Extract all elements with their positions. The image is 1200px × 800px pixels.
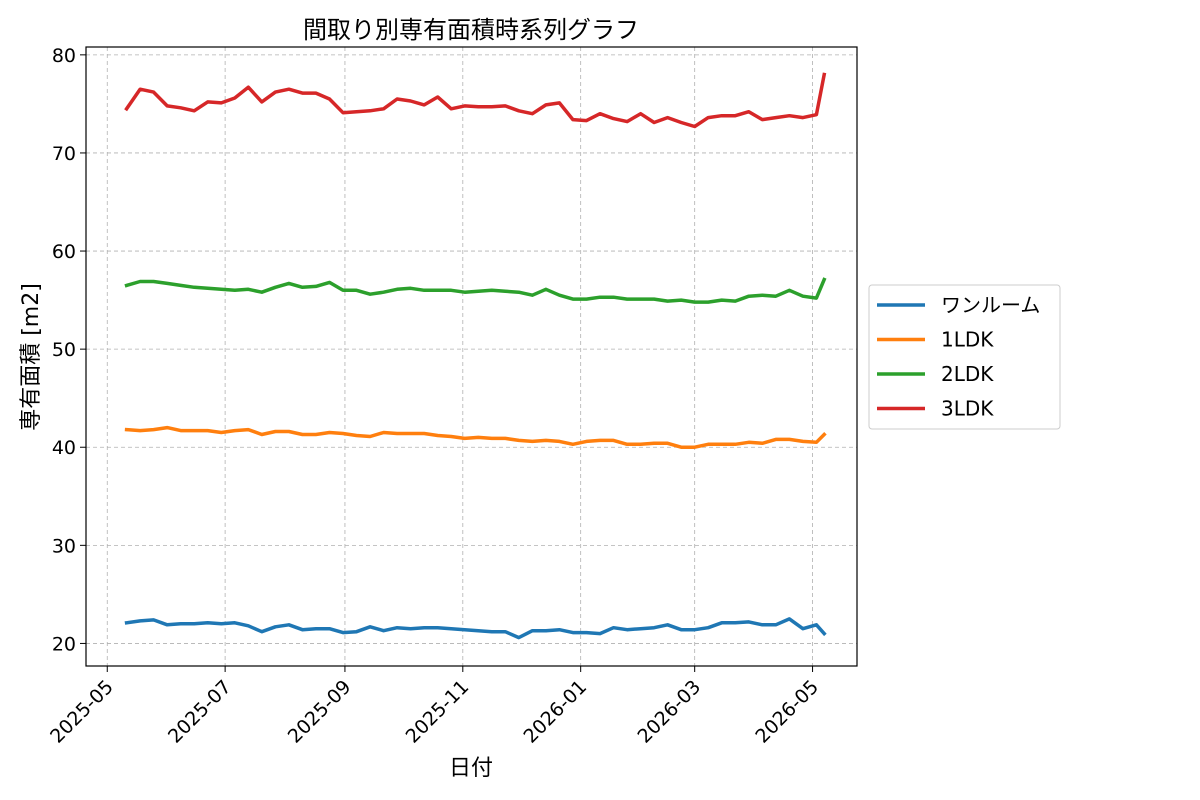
y-axis-label: 専有面積 [m2] xyxy=(19,283,44,431)
y-tick-label: 50 xyxy=(52,339,76,361)
y-tick-label: 80 xyxy=(52,45,76,67)
series-line-1 xyxy=(124,425,827,449)
chart-title: 間取り別専有面積時系列グラフ xyxy=(303,16,639,44)
legend-box xyxy=(868,284,1061,430)
legend-label: 1LDK xyxy=(941,328,994,352)
x-axis-label: 日付 xyxy=(449,756,493,781)
series-line-3 xyxy=(124,72,827,129)
series-line-0 xyxy=(124,617,827,640)
y-tick-label: 60 xyxy=(52,241,76,263)
y-tick-label: 70 xyxy=(52,143,76,165)
y-tick-label: 20 xyxy=(52,633,76,655)
legend: ワンルーム 1LDK 2LDK 3LDK xyxy=(868,284,1061,430)
legend-label: 3LDK xyxy=(941,397,994,421)
legend-label: ワンルーム xyxy=(941,293,1040,317)
legend-label: 2LDK xyxy=(941,362,994,386)
y-tick-label: 40 xyxy=(52,437,76,459)
series-line-2 xyxy=(124,277,827,304)
y-tick-label: 30 xyxy=(52,535,76,557)
plot-frame xyxy=(85,46,858,667)
